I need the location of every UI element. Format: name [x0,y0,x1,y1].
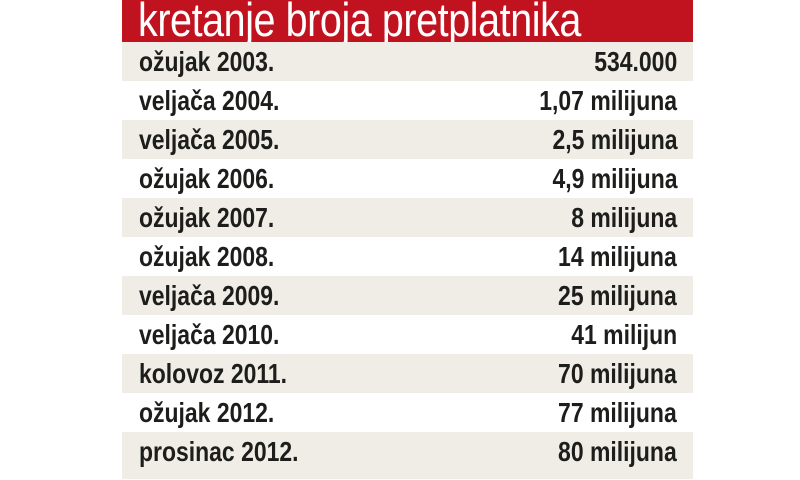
table-row: ožujak 2007. 8 milijuna [122,198,693,237]
row-value: 2,5 milijuna [551,124,677,155]
row-date: ožujak 2012. [139,397,275,428]
row-date: ožujak 2008. [139,241,275,272]
table-row: ožujak 2006. 4,9 milijuna [122,159,693,198]
row-value: 41 milijun [571,319,677,350]
row-date: veljača 2004. [139,85,280,116]
table-row: ožujak 2012. 77 milijuna [122,393,693,432]
row-date: prosinac 2012. [139,436,299,467]
row-value: 70 milijuna [558,358,677,389]
table-row: ožujak 2003. 534.000 [122,42,693,81]
row-date: veljača 2009. [139,280,280,311]
row-value: 80 milijuna [558,436,677,467]
table-row: prosinac 2012. 80 milijuna [122,432,693,479]
row-date: ožujak 2003. [139,46,275,77]
row-value: 1,07 milijuna [539,85,677,116]
row-date: ožujak 2006. [139,163,275,194]
row-value: 4,9 milijuna [551,163,677,194]
row-date: veljača 2010. [139,319,280,350]
table-header: kretanje broja pretplatnika [122,0,693,46]
row-date: ožujak 2007. [139,202,275,233]
row-value: 8 milijuna [571,202,677,233]
row-value: 14 milijuna [558,241,677,272]
row-value: 534.000 [594,46,677,77]
table-row: kolovoz 2011. 70 milijuna [122,354,693,393]
row-value: 25 milijuna [558,280,677,311]
row-date: veljača 2005. [139,124,280,155]
table-row: veljača 2009. 25 milijuna [122,276,693,315]
table-row: veljača 2004. 1,07 milijuna [122,81,693,120]
table-row: veljača 2005. 2,5 milijuna [122,120,693,159]
table-row: veljača 2010. 41 milijun [122,315,693,354]
table-row: ožujak 2008. 14 milijuna [122,237,693,276]
row-date: kolovoz 2011. [139,358,288,389]
subscriber-table: kretanje broja pretplatnika ožujak 2003.… [122,0,693,479]
row-value: 77 milijuna [558,397,677,428]
table-title: kretanje broja pretplatnika [138,0,581,46]
